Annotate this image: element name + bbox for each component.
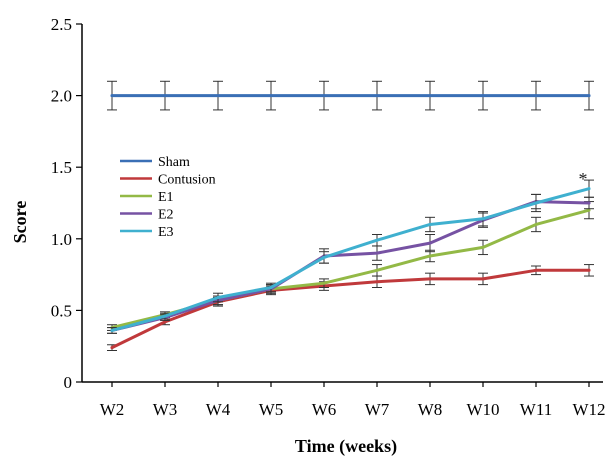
legend-label: E2 bbox=[158, 208, 174, 223]
axes-layer: 0 0.5 1.0 1.5 2.0 2.5 W2 W3 W4 W5 W6 W7 W8 W10 W11 W12 bbox=[51, 15, 606, 419]
x-tick-label: W2 bbox=[100, 400, 125, 419]
data-point bbox=[534, 94, 538, 98]
data-point bbox=[534, 201, 538, 205]
data-point bbox=[428, 222, 432, 226]
x-tick-label: W7 bbox=[365, 400, 390, 419]
data-point bbox=[110, 328, 114, 332]
legend-item: E3 bbox=[120, 225, 174, 240]
series-line bbox=[110, 187, 591, 332]
data-point bbox=[534, 222, 538, 226]
legend-label: E1 bbox=[158, 190, 174, 205]
data-point bbox=[269, 285, 273, 289]
x-tick-label: W8 bbox=[418, 400, 443, 419]
x-tick-label: W6 bbox=[312, 400, 337, 419]
data-point bbox=[428, 277, 432, 281]
legend-item: E2 bbox=[120, 208, 174, 223]
data-point bbox=[534, 268, 538, 272]
series-e3 bbox=[107, 179, 594, 334]
data-point bbox=[375, 94, 379, 98]
data-point bbox=[428, 241, 432, 245]
data-point bbox=[375, 280, 379, 284]
data-point bbox=[481, 277, 485, 281]
legend-item: E1 bbox=[120, 190, 174, 205]
data-point bbox=[375, 251, 379, 255]
data-point bbox=[587, 201, 591, 205]
data-point bbox=[216, 94, 220, 98]
data-point bbox=[322, 281, 326, 285]
series-line bbox=[110, 268, 591, 350]
data-point bbox=[322, 255, 326, 259]
legend-label: Sham bbox=[158, 155, 190, 170]
y-tick-label: 0 bbox=[64, 373, 73, 392]
data-point bbox=[163, 94, 167, 98]
data-point bbox=[587, 268, 591, 272]
data-point bbox=[163, 314, 167, 318]
x-tick-label: W10 bbox=[466, 400, 499, 419]
y-tick-label: 1.0 bbox=[51, 230, 72, 249]
legend-label: Contusion bbox=[158, 173, 216, 188]
data-point bbox=[428, 254, 432, 258]
data-point bbox=[269, 94, 273, 98]
series-sham bbox=[107, 80, 594, 111]
series-e2 bbox=[107, 193, 594, 334]
legend-item: Contusion bbox=[120, 173, 216, 188]
data-point bbox=[481, 245, 485, 249]
x-tick-label: W3 bbox=[153, 400, 178, 419]
data-point bbox=[481, 217, 485, 221]
legend: Sham Contusion E1 E2 E3 bbox=[120, 155, 216, 240]
legend-item: Sham bbox=[120, 155, 190, 170]
x-axis-title: Time (weeks) bbox=[295, 436, 397, 457]
x-tick-label: W12 bbox=[572, 400, 605, 419]
data-point bbox=[110, 94, 114, 98]
data-point bbox=[481, 94, 485, 98]
y-tick-label: 1.5 bbox=[51, 158, 72, 177]
x-tick-label: W11 bbox=[520, 400, 552, 419]
x-tick-label: W5 bbox=[259, 400, 284, 419]
data-point bbox=[375, 238, 379, 242]
x-tick-label: W4 bbox=[206, 400, 231, 419]
significance-annotation: * bbox=[579, 169, 588, 189]
data-point bbox=[587, 187, 591, 191]
series-layer bbox=[107, 80, 594, 351]
y-tick-label: 2.5 bbox=[51, 15, 72, 34]
y-tick-label: 2.0 bbox=[51, 87, 72, 106]
data-point bbox=[322, 94, 326, 98]
y-tick-label: 0.5 bbox=[51, 301, 72, 320]
y-axis-title: Score bbox=[10, 201, 30, 244]
data-point bbox=[163, 320, 167, 324]
data-point bbox=[587, 208, 591, 212]
data-point bbox=[110, 346, 114, 350]
data-point bbox=[428, 94, 432, 98]
data-point bbox=[375, 268, 379, 272]
legend-label: E3 bbox=[158, 225, 174, 240]
data-point bbox=[587, 94, 591, 98]
data-point bbox=[216, 296, 220, 300]
